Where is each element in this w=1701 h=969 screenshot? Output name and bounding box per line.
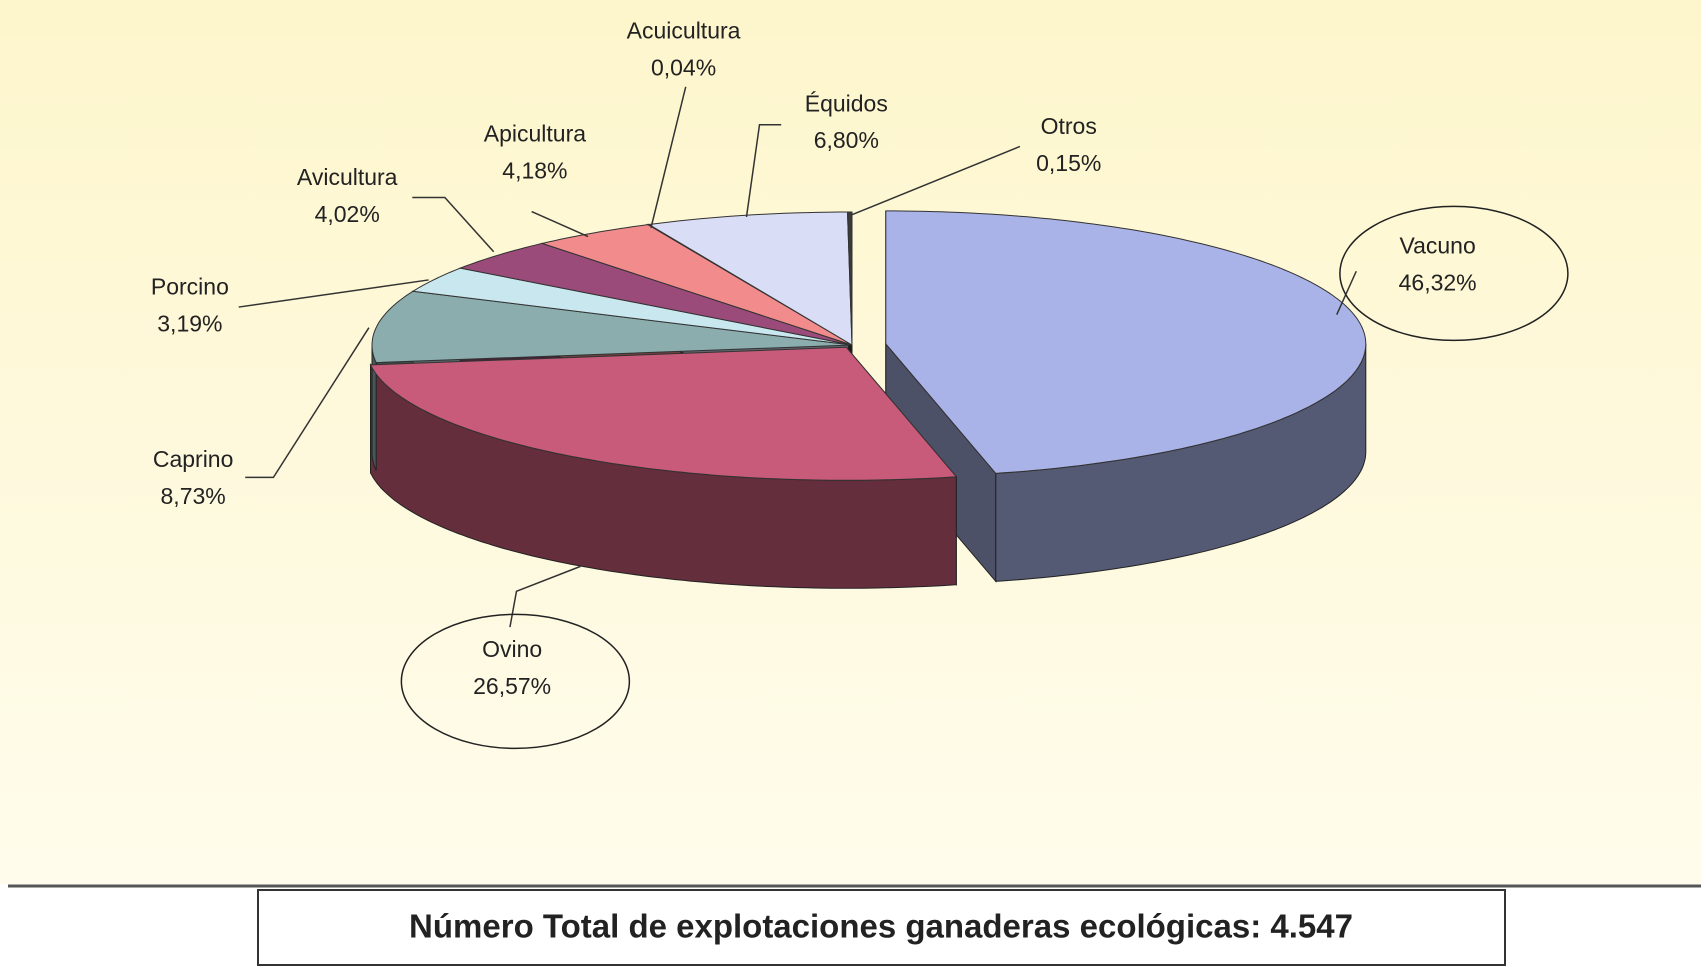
category-label: Équidos (805, 90, 888, 116)
category-label: Apicultura (484, 121, 586, 147)
value-label: 46,32% (1399, 269, 1477, 295)
value-label: 0,04% (651, 55, 716, 81)
leader-line (851, 145, 1021, 216)
slice (540, 224, 853, 346)
slice (846, 211, 853, 346)
category-label: Vacuno (1399, 232, 1475, 258)
category-label: Ovino (482, 636, 542, 662)
slice (369, 346, 958, 481)
pie (369, 210, 1367, 589)
category-label: Acuicultura (627, 18, 741, 44)
leader-line (1336, 270, 1357, 315)
category-label: Otros (1041, 113, 1097, 139)
caption: Número Total de explotaciones ganaderas … (409, 908, 1353, 945)
leader-line (238, 279, 429, 308)
highlight-ring (1339, 205, 1569, 342)
value-label: 8,73% (161, 483, 226, 509)
slice (371, 290, 853, 364)
leader-line (509, 565, 581, 628)
value-label: 3,19% (157, 311, 222, 337)
leader-line (650, 86, 687, 229)
leader-line (745, 124, 782, 218)
leader-line (412, 196, 495, 253)
highlight-ring (400, 613, 631, 750)
caption-box (257, 889, 1506, 966)
slice (411, 267, 853, 346)
value-label: 0,15% (1036, 150, 1101, 176)
category-label: Avicultura (297, 164, 398, 190)
slice-side (371, 344, 377, 471)
category-label: Caprino (153, 446, 234, 472)
slice (647, 211, 853, 346)
leader-line (245, 327, 370, 479)
value-label: 6,80% (814, 127, 879, 153)
labels: Vacuno 46,32% Ovino 26,57% Caprino 8,73% Porci… (151, 18, 1569, 750)
value-label: 4,02% (315, 201, 380, 227)
value-label: 4,18% (502, 158, 567, 184)
category-label: Porcino (151, 274, 229, 300)
slice (885, 210, 1367, 474)
leader-line (531, 210, 589, 238)
value-label: 26,57% (473, 673, 551, 699)
slice (458, 242, 853, 346)
